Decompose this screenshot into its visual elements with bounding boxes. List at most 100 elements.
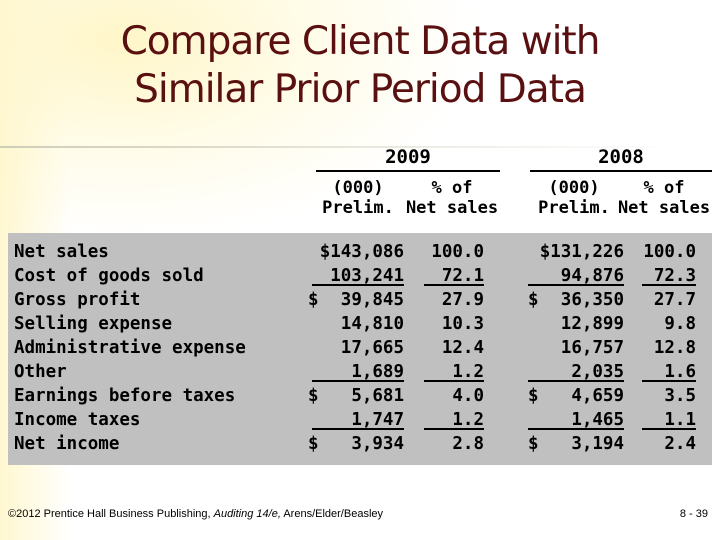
- amount-cell: $39,845: [308, 288, 404, 312]
- percent-value: 27.7: [653, 290, 696, 310]
- row-label: Earnings before taxes: [14, 386, 236, 406]
- subtotal-underline: [424, 380, 484, 382]
- subtotal-underline: [642, 380, 696, 382]
- amount-value: 36,350: [560, 290, 624, 310]
- amount-cell: $3,194: [528, 432, 624, 456]
- subtotal-underline: [312, 380, 404, 382]
- amount-value: 16,757: [560, 338, 624, 358]
- row-label: Cost of goods sold: [14, 266, 204, 286]
- percent-cell: 1.6: [638, 360, 696, 384]
- amount-value: 5,681: [351, 386, 404, 406]
- row-label: Gross profit: [14, 290, 141, 310]
- amount-cell: $143,086: [308, 240, 404, 264]
- percent-value: 2.4: [664, 434, 696, 454]
- footer-book-title: Auditing 14/e,: [213, 508, 281, 520]
- subtotal-underline: [528, 284, 624, 286]
- percent-cell: 27.9: [420, 288, 484, 312]
- year-2009-header: 2009: [385, 146, 431, 168]
- subtotal-underline: [424, 284, 484, 286]
- amount-value: 1,747: [351, 410, 404, 430]
- amount-value: 103,241: [330, 266, 404, 286]
- amount-value: 1,689: [351, 362, 404, 382]
- amount-value: 2,035: [571, 362, 624, 382]
- percent-cell: 12.8: [638, 336, 696, 360]
- percent-value: 100.0: [643, 242, 696, 262]
- slide-number: 8 - 39: [679, 508, 708, 520]
- amount-value: 14,810: [340, 314, 404, 334]
- percent-cell: 72.1: [420, 264, 484, 288]
- title-line-1: Compare Client Data with: [120, 19, 601, 64]
- amount-cell: 94,876: [528, 264, 624, 288]
- amount-cell: 14,810: [308, 312, 404, 336]
- subtotal-underline: [528, 380, 624, 382]
- amount-cell: 12,899: [528, 312, 624, 336]
- percent-value: 1.2: [452, 410, 484, 430]
- percent-header-2008-line1: % of: [643, 178, 685, 198]
- subtotal-underline: [424, 428, 484, 430]
- percent-header-2009-line1: % of: [431, 178, 473, 198]
- percent-value: 100.0: [431, 242, 484, 262]
- percent-cell: 100.0: [420, 240, 484, 264]
- amount-header-2008: (000) Prelim.: [532, 178, 616, 218]
- percent-column-2008: 100.0 72.3 27.7 9.8 12.8 1.6 3.5 1.1 2.4: [638, 240, 696, 456]
- amount-cell: 1,689: [308, 360, 404, 384]
- amount-header-2008-line1: (000): [548, 178, 600, 198]
- percent-value: 9.8: [664, 314, 696, 334]
- amount-value: 3,194: [571, 434, 624, 454]
- footer-publisher: ©2012 Prentice Hall Business Publishing,: [8, 508, 214, 520]
- amount-value: 1,465: [571, 410, 624, 430]
- dollar-sign: $: [308, 386, 319, 406]
- percent-value: 12.4: [441, 338, 484, 358]
- amount-value: 39,845: [340, 290, 404, 310]
- percent-cell: 12.4: [420, 336, 484, 360]
- amount-cell: $3,934: [308, 432, 404, 456]
- amount-value: 12,899: [560, 314, 624, 334]
- amount-cell: $131,226: [528, 240, 624, 264]
- amount-header-2008-line2: Prelim.: [538, 198, 610, 218]
- amount-value: 4,659: [571, 386, 624, 406]
- row-label: Other: [14, 362, 67, 382]
- percent-cell: 1.2: [420, 408, 484, 432]
- percent-value: 1.1: [664, 410, 696, 430]
- title-line-2: Similar Prior Period Data: [134, 67, 587, 112]
- percent-value: 72.1: [441, 266, 484, 286]
- percent-cell: 72.3: [638, 264, 696, 288]
- dollar-sign: $: [528, 290, 539, 310]
- row-label: Income taxes: [14, 410, 141, 430]
- amount-column-2009: $143,086 103,241 $39,845 14,810 17,665 1…: [308, 240, 404, 456]
- dollar-sign: $: [308, 290, 319, 310]
- row-label: Selling expense: [14, 314, 173, 334]
- subtotal-underline: [312, 284, 404, 286]
- row-labels: Net sales Cost of goods sold Gross profi…: [14, 240, 246, 456]
- percent-value: 72.3: [653, 266, 696, 286]
- percent-cell: 1.2: [420, 360, 484, 384]
- percent-value: 3.5: [664, 386, 696, 406]
- percent-value: 4.0: [452, 386, 484, 406]
- year-2009-underline: [316, 170, 500, 172]
- amount-header-2009: (000) Prelim.: [316, 178, 400, 218]
- amount-cell: 16,757: [528, 336, 624, 360]
- title-divider: [0, 146, 680, 148]
- subtotal-underline: [312, 428, 404, 430]
- percent-value: 12.8: [653, 338, 696, 358]
- percent-header-2008-line2: Net sales: [617, 198, 711, 218]
- amount-cell: 103,241: [308, 264, 404, 288]
- subtotal-underline: [642, 284, 696, 286]
- percent-cell: 4.0: [420, 384, 484, 408]
- percent-value: 10.3: [441, 314, 484, 334]
- amount-value: 3,934: [351, 434, 404, 454]
- percent-value: 2.8: [452, 434, 484, 454]
- year-2008-header: 2008: [598, 146, 644, 168]
- percent-column-2009: 100.0 72.1 27.9 10.3 12.4 1.2 4.0 1.2 2.…: [420, 240, 484, 456]
- amount-cell: 17,665: [308, 336, 404, 360]
- percent-cell: 10.3: [420, 312, 484, 336]
- amount-cell: $36,350: [528, 288, 624, 312]
- amount-cell: 2,035: [528, 360, 624, 384]
- percent-value: 27.9: [441, 290, 484, 310]
- amount-cell: 1,747: [308, 408, 404, 432]
- subtotal-underline: [642, 428, 696, 430]
- row-label: Administrative expense: [14, 338, 246, 358]
- percent-cell: 9.8: [638, 312, 696, 336]
- percent-value: 1.2: [452, 362, 484, 382]
- amount-header-2009-line2: Prelim.: [322, 198, 394, 218]
